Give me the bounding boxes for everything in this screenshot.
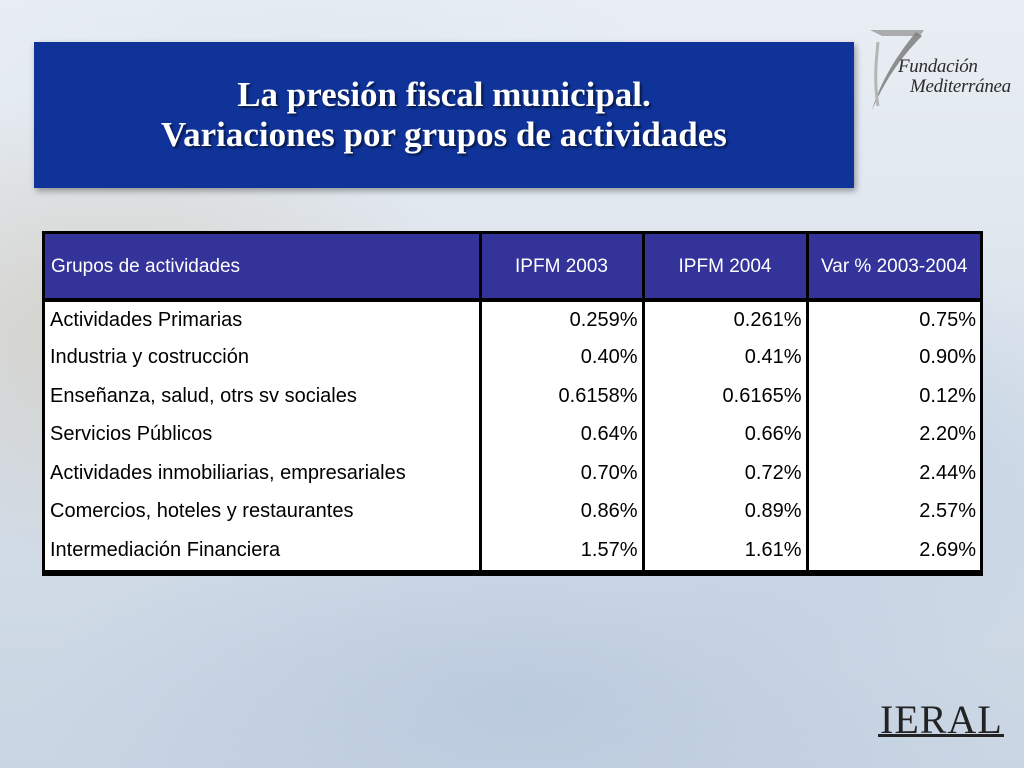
cell-var: 2.44% <box>807 454 980 493</box>
cell-ipfm-2003: 0.6158% <box>480 377 645 416</box>
cell-ipfm-2003: 0.70% <box>480 454 645 493</box>
activity-table: Grupos de actividades IPFM 2003 IPFM 200… <box>45 234 980 570</box>
table-row: Servicios Públicos 0.64% 0.66% 2.20% <box>45 415 980 454</box>
cell-ipfm-2004: 0.41% <box>643 338 809 377</box>
cell-ipfm-2004: 1.61% <box>643 531 809 570</box>
slide-title-line-2: Variaciones por grupos de actividades <box>161 115 727 154</box>
cell-grupo: Comercios, hoteles y restaurantes <box>45 492 482 531</box>
seven-swoosh-icon <box>870 30 924 110</box>
header-var: Var % 2003-2004 <box>807 234 980 302</box>
ieral-logo: IERAL <box>878 694 1006 742</box>
cell-var: 2.69% <box>807 531 980 570</box>
cell-ipfm-2004: 0.89% <box>643 492 809 531</box>
cell-ipfm-2004: 0.261% <box>643 300 809 339</box>
cell-grupo: Actividades Primarias <box>45 300 482 339</box>
cell-var: 2.57% <box>807 492 980 531</box>
cell-grupo: Actividades inmobiliarias, empresariales <box>45 454 482 493</box>
table-row: Actividades Primarias 0.259% 0.261% 0.75… <box>45 300 980 339</box>
header-grupos: Grupos de actividades <box>45 234 482 302</box>
activity-table-frame: Grupos de actividades IPFM 2003 IPFM 200… <box>42 231 983 576</box>
table-row: Intermediación Financiera 1.57% 1.61% 2.… <box>45 531 980 570</box>
table-header-row: Grupos de actividades IPFM 2003 IPFM 200… <box>45 234 980 302</box>
cell-ipfm-2004: 0.66% <box>643 415 809 454</box>
cell-var: 0.12% <box>807 377 980 416</box>
cell-ipfm-2003: 0.64% <box>480 415 645 454</box>
table-row: Enseñanza, salud, otrs sv sociales 0.615… <box>45 377 980 416</box>
slide-title-line-1: La presión fiscal municipal. <box>237 75 651 114</box>
cell-grupo: Intermediación Financiera <box>45 531 482 570</box>
table-row: Industria y costrucción 0.40% 0.41% 0.90… <box>45 338 980 377</box>
cell-grupo: Enseñanza, salud, otrs sv sociales <box>45 377 482 416</box>
fundacion-mediterranea-logo: Fundación Mediterránea <box>860 22 1020 122</box>
cell-grupo: Industria y costrucción <box>45 338 482 377</box>
cell-ipfm-2003: 0.86% <box>480 492 645 531</box>
cell-ipfm-2003: 0.259% <box>480 300 645 339</box>
cell-ipfm-2003: 1.57% <box>480 531 645 570</box>
cell-ipfm-2004: 0.6165% <box>643 377 809 416</box>
slide-title-box: La presión fiscal municipal. Variaciones… <box>34 42 854 188</box>
ieral-logo-underline <box>878 734 1004 737</box>
cell-var: 2.20% <box>807 415 980 454</box>
table-row: Actividades inmobiliarias, empresariales… <box>45 454 980 493</box>
cell-ipfm-2003: 0.40% <box>480 338 645 377</box>
cell-var: 0.75% <box>807 300 980 339</box>
logo-line-mediterranea: Mediterránea <box>910 76 1011 97</box>
cell-ipfm-2004: 0.72% <box>643 454 809 493</box>
cell-grupo: Servicios Públicos <box>45 415 482 454</box>
header-ipfm-2004: IPFM 2004 <box>643 234 809 302</box>
table-row: Comercios, hoteles y restaurantes 0.86% … <box>45 492 980 531</box>
logo-line-fundacion: Fundación <box>898 56 978 77</box>
cell-var: 0.90% <box>807 338 980 377</box>
header-ipfm-2003: IPFM 2003 <box>480 234 645 302</box>
